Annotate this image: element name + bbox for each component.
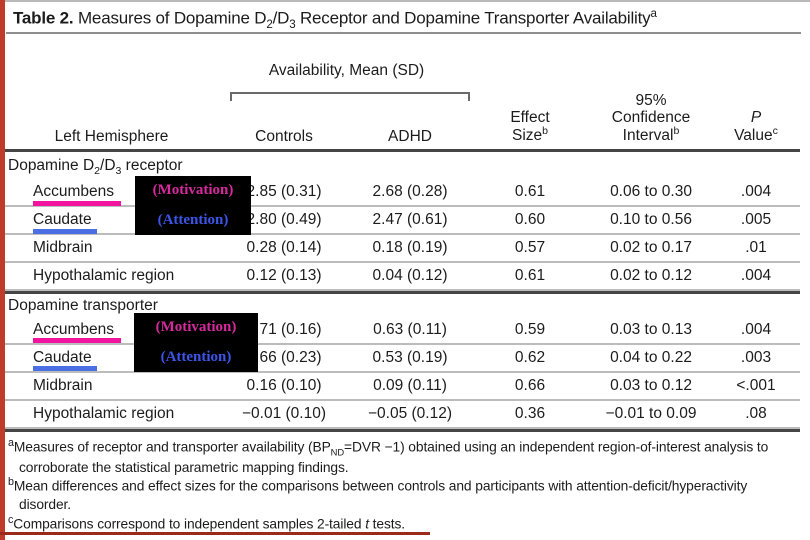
col-header-left-hemisphere: Left Hemisphere <box>54 127 169 145</box>
region-label: Midbrain <box>33 239 93 256</box>
title-footnote-marker: a <box>650 8 657 20</box>
region-label: Caudate <box>33 349 92 366</box>
motivation-annotation: (Motivation) <box>155 319 237 336</box>
p-value: .004 <box>740 183 772 200</box>
region-label: Midbrain <box>33 377 93 394</box>
table-bottom-rule <box>5 429 800 432</box>
p-value: .004 <box>740 267 772 284</box>
controls-value: 2.80 (0.49) <box>246 211 322 228</box>
footnote-c: cComparisons correspond to independent s… <box>8 513 406 532</box>
p-value: <.001 <box>736 377 776 394</box>
adhd-value: 2.68 (0.28) <box>372 183 448 200</box>
attention-annotation: (Attention) <box>157 211 229 228</box>
confidence-interval-value: 0.02 to 0.17 <box>610 239 692 256</box>
controls-value: −0.01 (0.10) <box>241 405 327 422</box>
adhd-value: −0.05 (0.12) <box>367 405 453 422</box>
p-value: .005 <box>740 211 772 228</box>
p-value: .003 <box>740 349 772 366</box>
adhd-value: 0.09 (0.11) <box>373 377 447 394</box>
table-title: Table 2. Measures of Dopamine D2/D3 Rece… <box>13 8 657 32</box>
title-rule <box>6 32 801 34</box>
effect-size-value: 0.60 <box>514 211 546 228</box>
effect-size-value: 0.61 <box>514 183 546 200</box>
accumbens-highlight-underline <box>33 338 121 343</box>
effect-size-value: 0.59 <box>514 321 546 338</box>
section-title-d2d3-receptor: Dopamine D2/D3 receptor <box>8 157 183 178</box>
controls-value: 0.71 (0.16) <box>246 321 322 338</box>
table-row: Hypothalamic region −0.01 (0.10) −0.05 (… <box>5 401 800 429</box>
adhd-value: 2.47 (0.61) <box>372 211 448 228</box>
confidence-interval-value: 0.04 to 0.22 <box>610 349 692 366</box>
col-header-confidence-interval: 95% Confidence Intervalb <box>611 91 691 145</box>
controls-value: 0.16 (0.10) <box>246 377 322 394</box>
section-divider-rule <box>5 291 800 294</box>
table-row: Caudate 2.80 (0.49) 2.47 (0.61) 0.60 0.1… <box>5 207 800 235</box>
table-number-label: Table 2. <box>13 8 74 28</box>
p-value: .01 <box>745 239 767 256</box>
table-header: Availability, Mean (SD) Left Hemisphere … <box>5 36 800 152</box>
controls-value: 0.12 (0.13) <box>246 267 322 284</box>
left-red-stripe <box>0 0 5 540</box>
bottom-red-line <box>0 532 430 535</box>
table-row: Hypothalamic region 0.12 (0.13) 0.04 (0.… <box>5 263 800 291</box>
table-row: Caudate 0.66 (0.23) 0.53 (0.19) 0.62 0.0… <box>5 345 800 373</box>
table-body: Dopamine D2/D3 receptor Accumbens 2.85 (… <box>5 156 800 432</box>
controls-value: 0.28 (0.14) <box>246 239 322 256</box>
region-label: Hypothalamic region <box>33 405 175 422</box>
annotation-overlay-receptor: (Motivation) (Attention) <box>135 176 251 235</box>
footnote-a: aMeasures of receptor and transporter av… <box>8 437 769 475</box>
effect-size-value: 0.66 <box>514 377 546 394</box>
controls-value: 2.85 (0.31) <box>246 183 322 200</box>
confidence-interval-value: 0.03 to 0.13 <box>610 321 692 338</box>
caudate-highlight-underline <box>33 366 97 371</box>
confidence-interval-value: 0.10 to 0.56 <box>610 211 692 228</box>
p-value: .08 <box>745 405 767 422</box>
motivation-annotation: (Motivation) <box>152 182 234 199</box>
region-label: Hypothalamic region <box>33 267 175 284</box>
availability-group-header: Availability, Mean (SD) <box>268 62 425 79</box>
confidence-interval-value: 0.06 to 0.30 <box>610 183 692 200</box>
adhd-value: 0.18 (0.19) <box>372 239 448 256</box>
controls-value: 0.66 (0.23) <box>246 349 322 366</box>
table-row: Midbrain 0.16 (0.10) 0.09 (0.11) 0.66 0.… <box>5 373 800 401</box>
col-header-controls: Controls <box>255 127 313 145</box>
adhd-value: 0.04 (0.12) <box>372 267 448 284</box>
section-title-dopamine-transporter: Dopamine transporter <box>8 296 158 314</box>
region-label: Caudate <box>33 211 92 228</box>
p-value: .004 <box>740 321 772 338</box>
accumbens-highlight-underline <box>33 201 121 206</box>
col-header-adhd: ADHD <box>388 127 432 145</box>
adhd-value: 0.63 (0.11) <box>373 321 447 338</box>
top-border-line <box>0 0 810 2</box>
col-header-p-value: P Valuec <box>734 109 778 145</box>
table-footnotes: aMeasures of receptor and transporter av… <box>8 437 788 533</box>
attention-annotation: (Attention) <box>160 348 232 365</box>
col-header-effect-size: Effect Sizeb <box>510 109 550 145</box>
effect-size-value: 0.61 <box>514 267 546 284</box>
effect-size-value: 0.57 <box>514 239 546 256</box>
confidence-interval-value: 0.03 to 0.12 <box>610 377 692 394</box>
availability-bracket <box>230 92 470 101</box>
footnote-b: bMean differences and effect sizes for t… <box>8 476 748 512</box>
confidence-interval-value: −0.01 to 0.09 <box>605 405 697 422</box>
confidence-interval-value: 0.02 to 0.12 <box>610 267 692 284</box>
region-label: Accumbens <box>33 183 114 200</box>
region-label: Accumbens <box>33 321 114 338</box>
caudate-highlight-underline <box>33 229 97 234</box>
table-row: Accumbens 2.85 (0.31) 2.68 (0.28) 0.61 0… <box>5 179 800 207</box>
column-headers-row: Left Hemisphere Controls ADHD Effect Siz… <box>5 92 800 145</box>
table-row: Midbrain 0.28 (0.14) 0.18 (0.19) 0.57 0.… <box>5 235 800 263</box>
table-row: Accumbens 0.71 (0.16) 0.63 (0.11) 0.59 0… <box>5 317 800 345</box>
adhd-value: 0.53 (0.19) <box>372 349 448 366</box>
effect-size-value: 0.36 <box>514 405 546 422</box>
effect-size-value: 0.62 <box>514 349 546 366</box>
annotation-overlay-transporter: (Motivation) (Attention) <box>134 313 258 372</box>
